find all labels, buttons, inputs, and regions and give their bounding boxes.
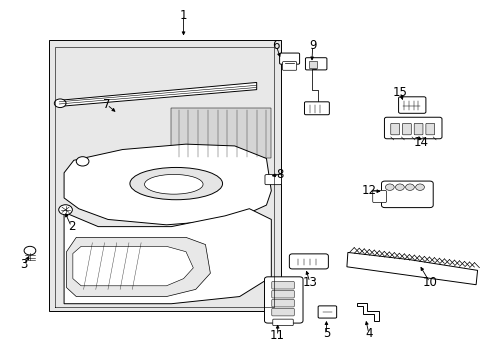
Text: 12: 12 <box>361 184 376 197</box>
FancyBboxPatch shape <box>271 300 294 307</box>
Circle shape <box>415 184 424 190</box>
FancyBboxPatch shape <box>272 319 293 325</box>
Text: 15: 15 <box>392 86 407 99</box>
Text: 5: 5 <box>322 327 329 340</box>
FancyBboxPatch shape <box>264 175 281 185</box>
Text: 9: 9 <box>308 39 316 52</box>
FancyBboxPatch shape <box>279 53 299 64</box>
FancyBboxPatch shape <box>282 62 296 70</box>
Text: 4: 4 <box>365 327 372 340</box>
Circle shape <box>59 205 72 215</box>
Polygon shape <box>346 252 477 285</box>
FancyBboxPatch shape <box>384 117 441 139</box>
FancyBboxPatch shape <box>402 123 410 135</box>
Polygon shape <box>356 303 378 320</box>
Polygon shape <box>171 108 271 158</box>
FancyBboxPatch shape <box>304 102 329 115</box>
Polygon shape <box>73 246 193 286</box>
Polygon shape <box>49 40 281 311</box>
FancyBboxPatch shape <box>425 123 434 135</box>
Text: 14: 14 <box>413 136 427 149</box>
Text: 3: 3 <box>20 258 28 271</box>
FancyBboxPatch shape <box>398 97 425 113</box>
Circle shape <box>405 184 413 190</box>
FancyBboxPatch shape <box>381 181 432 208</box>
Polygon shape <box>58 82 256 107</box>
Text: 2: 2 <box>67 220 75 233</box>
FancyBboxPatch shape <box>271 309 294 316</box>
Text: 10: 10 <box>422 276 436 289</box>
FancyBboxPatch shape <box>309 61 317 68</box>
FancyBboxPatch shape <box>305 58 326 70</box>
Text: 6: 6 <box>272 39 279 52</box>
FancyBboxPatch shape <box>413 123 422 135</box>
Text: 8: 8 <box>275 168 283 181</box>
Polygon shape <box>64 209 271 304</box>
FancyBboxPatch shape <box>390 123 399 135</box>
Text: 11: 11 <box>269 329 285 342</box>
Circle shape <box>76 157 89 166</box>
Circle shape <box>385 184 393 190</box>
Polygon shape <box>64 144 271 225</box>
FancyBboxPatch shape <box>264 277 303 323</box>
FancyBboxPatch shape <box>289 254 328 269</box>
Circle shape <box>54 99 66 108</box>
Circle shape <box>24 246 36 255</box>
Text: 7: 7 <box>103 98 110 111</box>
Text: 1: 1 <box>180 9 187 22</box>
FancyBboxPatch shape <box>318 306 336 318</box>
FancyBboxPatch shape <box>271 282 294 289</box>
Text: 13: 13 <box>302 276 317 289</box>
Polygon shape <box>66 237 210 297</box>
Ellipse shape <box>130 167 222 200</box>
FancyBboxPatch shape <box>372 190 386 203</box>
Ellipse shape <box>144 175 203 194</box>
FancyBboxPatch shape <box>271 291 294 298</box>
Circle shape <box>395 184 404 190</box>
